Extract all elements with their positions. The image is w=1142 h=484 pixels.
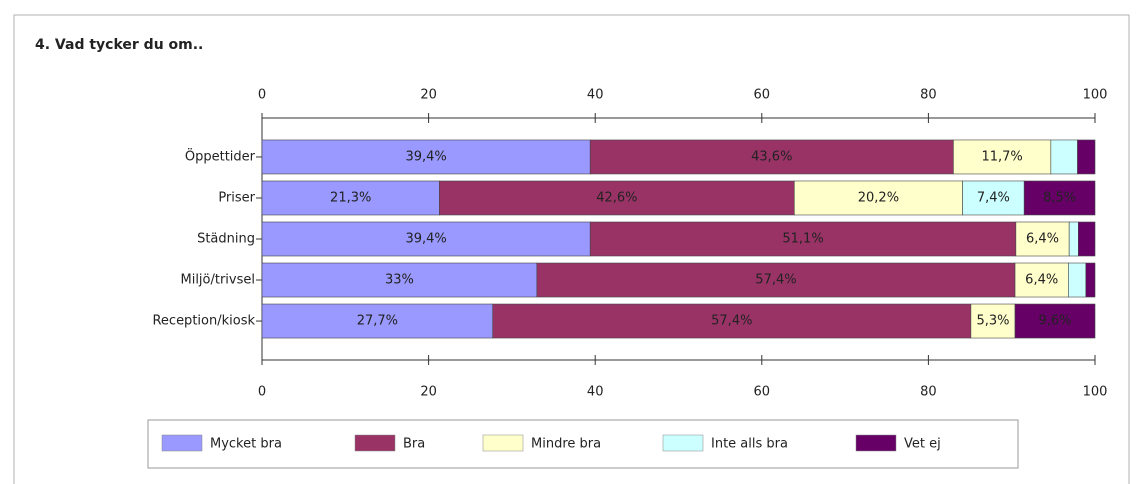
data-label: 9,6%: [1039, 314, 1072, 329]
x-tick-label: 100: [1083, 88, 1108, 103]
x-tick-label: 20: [420, 88, 437, 103]
bar-segment: [261, 139, 591, 175]
data-label: 6,4%: [1026, 232, 1059, 247]
x-tick-label: 60: [754, 385, 771, 400]
bar-segment: [589, 139, 954, 175]
panel-border: [13, 14, 1130, 484]
bar-segment: [261, 303, 494, 339]
bar-segment: [261, 180, 440, 216]
data-label: 20,2%: [858, 190, 899, 205]
bar-segment: [1014, 262, 1069, 298]
bar-segment: [1085, 262, 1096, 298]
x-tick-label: 0: [258, 385, 266, 400]
bar-segment: [1078, 221, 1096, 257]
bar-segment: [1023, 180, 1096, 216]
bar-segment: [589, 221, 1017, 257]
bar-segment: [261, 262, 538, 298]
y-tick-label: Städning: [197, 232, 255, 247]
bar-segment: [536, 262, 1016, 298]
y-tick-label: Reception/kiosk: [152, 314, 255, 329]
bar-segment: [1014, 303, 1096, 339]
legend-label: Mycket bra: [210, 437, 282, 452]
chart-title: 4. Vad tycker du om..: [35, 37, 203, 53]
legend-label: Vet ej: [904, 437, 941, 452]
data-label: 42,6%: [596, 190, 637, 205]
y-tick-label: Öppettider: [185, 147, 256, 164]
legend-swatch: [161, 434, 203, 452]
data-label: 57,4%: [755, 273, 796, 288]
y-tick-label: Miljö/trivsel: [180, 273, 255, 288]
bar-segment: [492, 303, 972, 339]
data-label: 57,4%: [711, 314, 752, 329]
data-label: 7,4%: [977, 190, 1010, 205]
x-tick-label: 80: [920, 385, 937, 400]
data-label: 8,5%: [1043, 190, 1076, 205]
legend-swatch: [662, 434, 704, 452]
legend-swatch: [855, 434, 897, 452]
x-tick-label: 40: [587, 385, 604, 400]
legend-label: Inte alls bra: [711, 437, 788, 452]
bar-segment: [1050, 139, 1078, 175]
data-label: 21,3%: [330, 190, 371, 205]
data-label: 43,6%: [751, 149, 792, 164]
legend-label: Bra: [403, 437, 425, 452]
data-label: 33%: [385, 273, 414, 288]
bar-segment: [261, 221, 591, 257]
data-label: 27,7%: [357, 314, 398, 329]
bar-segment: [1068, 221, 1079, 257]
data-label: 6,4%: [1025, 273, 1058, 288]
x-tick-label: 0: [258, 88, 266, 103]
x-tick-label: 40: [587, 88, 604, 103]
bar-segment: [1077, 139, 1096, 175]
data-label: 51,1%: [782, 232, 823, 247]
bar-segment: [962, 180, 1025, 216]
legend-swatch: [354, 434, 396, 452]
bar-segment: [439, 180, 795, 216]
data-label: 11,7%: [981, 149, 1022, 164]
y-tick-label: Priser: [218, 190, 255, 205]
data-label: 39,4%: [405, 149, 446, 164]
x-tick-label: 100: [1083, 385, 1108, 400]
bar-segment: [970, 303, 1016, 339]
bar-segment: [1015, 221, 1070, 257]
x-tick-label: 20: [420, 385, 437, 400]
legend-label: Mindre bra: [531, 437, 601, 452]
data-label: 39,4%: [405, 232, 446, 247]
bar-segment: [1068, 262, 1087, 298]
x-tick-label: 60: [754, 88, 771, 103]
legend-swatch: [482, 434, 524, 452]
x-tick-label: 80: [920, 88, 937, 103]
data-label: 5,3%: [976, 314, 1009, 329]
